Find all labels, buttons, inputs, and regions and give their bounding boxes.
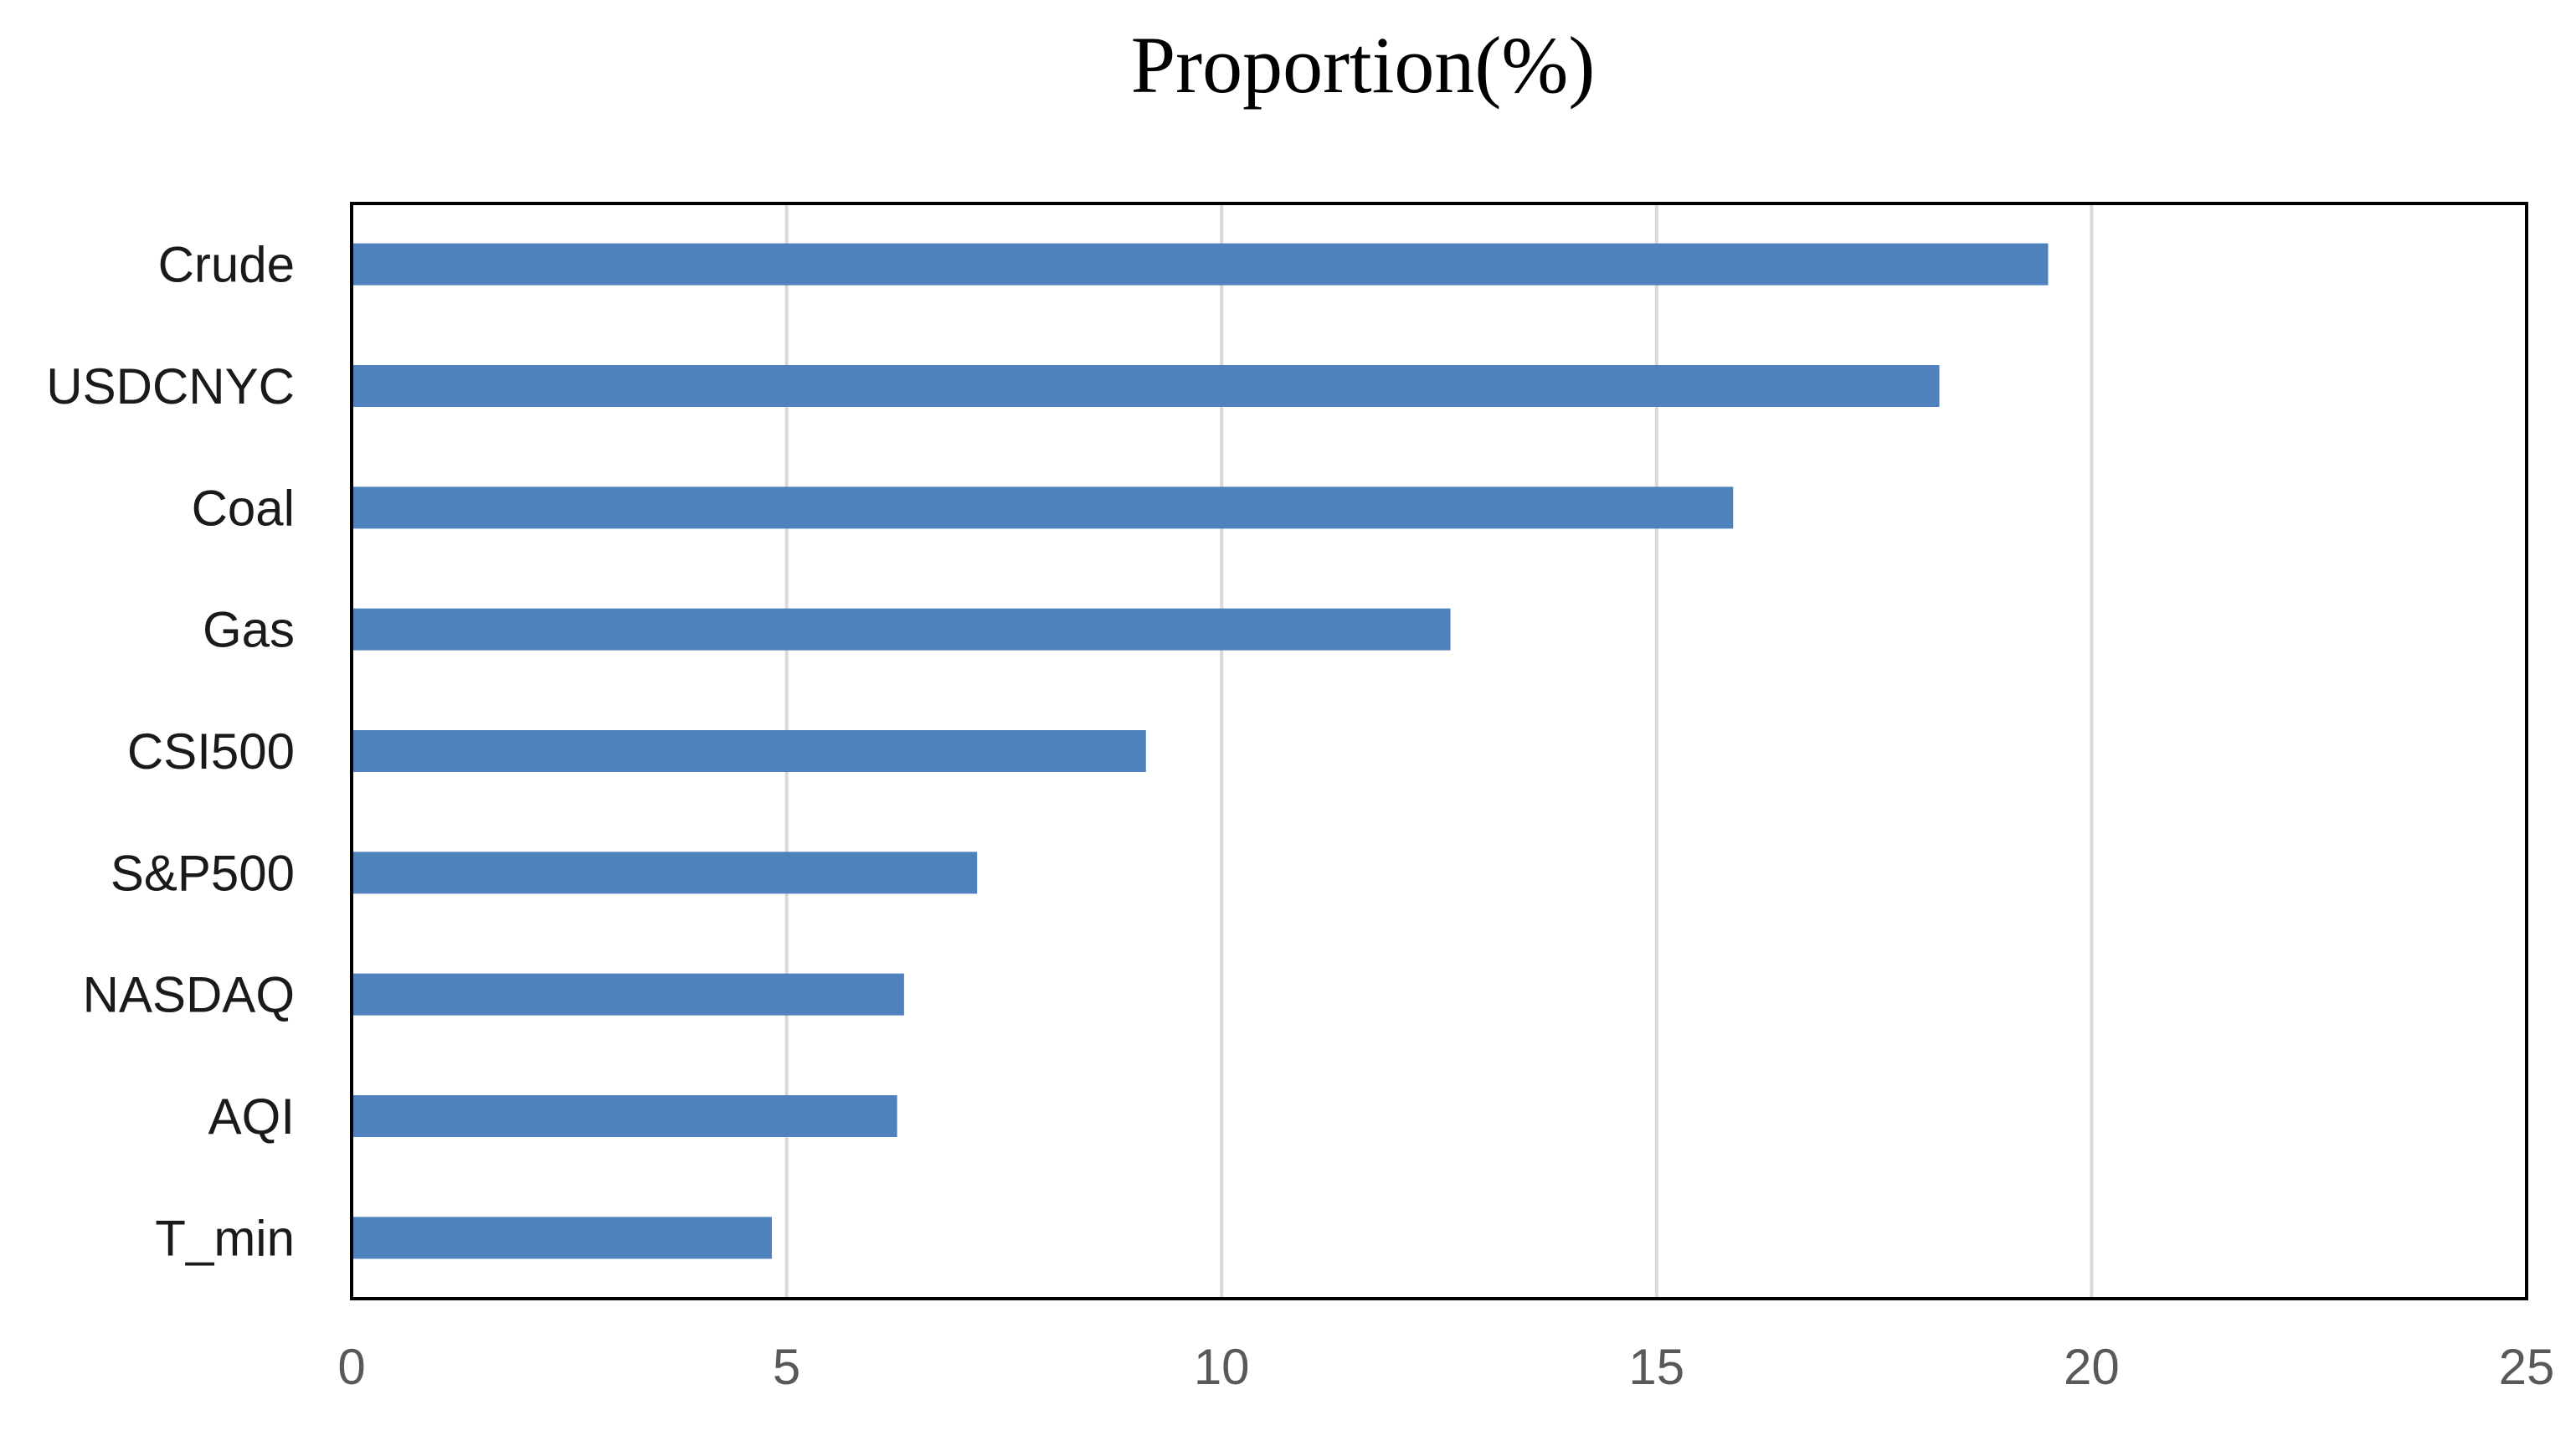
x-tick-label: 0 [337, 1339, 365, 1395]
category-label: Crude [158, 237, 295, 293]
category-label: CSI500 [127, 723, 295, 780]
bars [352, 243, 2049, 1259]
x-axis-tick-labels: 0 5 10 15 20 25 [337, 1339, 2554, 1395]
category-label: S&P500 [111, 845, 295, 901]
bar [352, 730, 1146, 772]
bar [352, 1217, 772, 1259]
x-tick-label: 25 [2499, 1339, 2555, 1395]
category-label: Coal [192, 480, 295, 536]
bar [352, 1095, 897, 1137]
chart-title: Proportion(%) [1131, 20, 1596, 110]
bar [352, 852, 978, 894]
bar [352, 365, 1940, 407]
x-tick-label: 15 [1628, 1339, 1684, 1395]
bar [352, 486, 1734, 529]
bar [352, 973, 904, 1016]
bar [352, 243, 2049, 286]
bar [352, 608, 1451, 651]
category-label: NASDAQ [83, 967, 295, 1023]
category-label: T_min [155, 1210, 295, 1266]
category-label: AQI [208, 1089, 295, 1145]
x-tick-label: 20 [2064, 1339, 2120, 1395]
plot-area-frame [350, 202, 2528, 1300]
x-tick-label: 10 [1194, 1339, 1250, 1395]
category-labels: Crude USDCNYC Coal Gas CSI500 S&P500 NASDAQ AQI… [46, 237, 295, 1267]
category-label: Gas [203, 602, 295, 658]
category-label: USDCNYC [46, 358, 295, 414]
x-tick-label: 5 [773, 1339, 800, 1395]
